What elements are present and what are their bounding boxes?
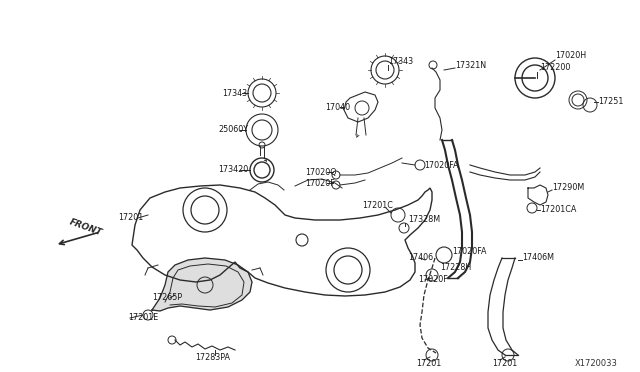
Text: FRONT: FRONT xyxy=(68,218,103,238)
Text: 17201E: 17201E xyxy=(128,314,158,323)
Text: 17343: 17343 xyxy=(222,89,247,97)
Text: 17228H: 17228H xyxy=(440,263,471,272)
Text: 17201: 17201 xyxy=(416,359,441,368)
Text: 17201: 17201 xyxy=(118,214,143,222)
Text: 17343: 17343 xyxy=(388,58,413,67)
Text: 17020F: 17020F xyxy=(305,179,335,187)
Text: 17201CA: 17201CA xyxy=(540,205,577,215)
Text: 17321N: 17321N xyxy=(455,61,486,70)
Text: 17406M: 17406M xyxy=(522,253,554,263)
Text: 17201: 17201 xyxy=(492,359,517,368)
Text: 17251: 17251 xyxy=(598,97,623,106)
Text: 17020FA: 17020FA xyxy=(424,160,458,170)
Text: 17201C: 17201C xyxy=(362,201,393,209)
Text: 17020FA: 17020FA xyxy=(452,247,486,257)
Text: 17290M: 17290M xyxy=(552,183,584,192)
Text: 172200: 172200 xyxy=(540,64,570,73)
Text: X1720033: X1720033 xyxy=(575,359,618,368)
Text: 17040: 17040 xyxy=(325,103,350,112)
Text: 173420: 173420 xyxy=(218,166,248,174)
Text: 17020H: 17020H xyxy=(555,51,586,60)
Text: 17406: 17406 xyxy=(408,253,433,263)
Polygon shape xyxy=(152,258,252,311)
Text: 17328M: 17328M xyxy=(408,215,440,224)
Text: 17020Q: 17020Q xyxy=(305,167,337,176)
Text: 25060Y: 25060Y xyxy=(218,125,248,135)
Text: 17283PA: 17283PA xyxy=(195,353,230,362)
Text: 17020F: 17020F xyxy=(418,276,448,285)
Text: 17265P: 17265P xyxy=(152,294,182,302)
